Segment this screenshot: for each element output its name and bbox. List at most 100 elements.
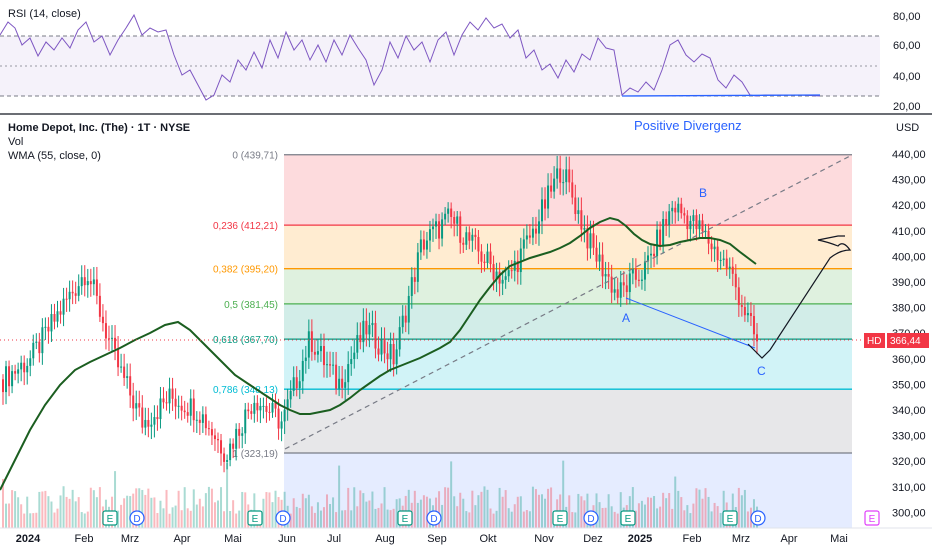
earnings-marker[interactable]	[397, 510, 413, 526]
volume-bar	[59, 495, 62, 528]
candle-body	[177, 405, 180, 407]
candle-body	[389, 343, 392, 360]
earnings-marker[interactable]	[552, 510, 568, 526]
candle-body	[507, 270, 510, 277]
volume-bar	[89, 487, 92, 528]
price-axis[interactable]: USD 440,00 430,00 420,00 410,00 400,00 390,00…	[864, 122, 929, 519]
candle-body	[438, 221, 441, 239]
volume-bar	[383, 487, 386, 528]
rsi-line	[0, 13, 821, 101]
dividend-marker[interactable]	[426, 510, 442, 526]
candle-body	[347, 364, 350, 383]
candle-body	[147, 419, 150, 427]
candle-body	[550, 185, 553, 192]
volume-bar	[56, 508, 59, 528]
volume-bar	[353, 487, 356, 528]
volume-bar	[117, 510, 120, 528]
volume-bar	[313, 512, 316, 528]
volume-bar	[319, 510, 322, 528]
candle-body	[344, 382, 347, 388]
fib-trend-line[interactable]	[284, 154, 853, 450]
volume-bar	[610, 506, 613, 528]
candle-body	[62, 298, 65, 315]
candle-body	[386, 353, 389, 360]
time-axis[interactable]: 2024 Feb Mrz Apr Mai Jun Jul Aug Sep Okt Nov Dez 202…	[16, 533, 848, 545]
time-tick-label: Mrz	[732, 533, 750, 545]
volume-bar	[135, 488, 138, 528]
candle-body	[541, 199, 544, 222]
candle-body	[571, 182, 574, 198]
candle-body	[268, 411, 271, 413]
candle-body	[713, 246, 716, 250]
volume-bar	[338, 465, 341, 528]
rsi-tick-label: 40,00	[893, 71, 921, 83]
candle-body	[138, 403, 141, 408]
candle-body	[410, 277, 413, 296]
future-earnings-marker[interactable]	[864, 510, 880, 526]
volume-bar	[683, 510, 686, 528]
candle-body	[332, 364, 335, 366]
candle-body	[462, 242, 465, 245]
event-markers[interactable]: E E E E E ED D D D D E	[102, 510, 880, 526]
candle-body	[89, 281, 92, 285]
volume-bar	[44, 490, 47, 528]
volume-bar	[419, 499, 422, 528]
candle-body	[183, 410, 186, 413]
fib-zone	[284, 154, 852, 226]
candle-body	[422, 239, 425, 250]
candle-body	[510, 270, 513, 272]
volume-bar	[653, 496, 656, 528]
candle-body	[616, 289, 619, 298]
dividend-marker[interactable]	[583, 510, 599, 526]
volume-bar	[350, 510, 353, 528]
candle-body	[44, 326, 47, 328]
volume-bar	[650, 497, 653, 528]
candle-body	[353, 352, 356, 360]
candle-body	[577, 210, 580, 215]
candle-body	[17, 369, 20, 374]
candle-body	[704, 230, 707, 232]
volume-bar	[356, 506, 359, 528]
candle-body	[41, 327, 44, 354]
earnings-marker[interactable]	[247, 510, 263, 526]
volume-bar	[577, 493, 580, 528]
volume-bar	[450, 461, 453, 528]
volume-bar	[571, 512, 574, 528]
earnings-marker[interactable]	[620, 510, 636, 526]
candle-body	[277, 408, 280, 429]
volume-bar	[465, 511, 468, 528]
earnings-marker[interactable]	[102, 510, 118, 526]
candle-body	[607, 274, 610, 277]
earnings-marker-letter: E	[252, 514, 259, 525]
dividend-marker[interactable]	[750, 510, 766, 526]
volume-bar	[195, 504, 198, 528]
candle-body	[416, 252, 419, 282]
candle-body	[359, 335, 362, 343]
candle-body	[534, 228, 537, 234]
fib-level-label: 0,618 (367,70)	[213, 335, 278, 346]
volume-bar	[537, 494, 540, 528]
earnings-marker[interactable]	[722, 510, 738, 526]
volume-bar	[295, 506, 298, 528]
candle-body	[486, 251, 489, 263]
candle-body	[83, 277, 86, 286]
candle-body	[38, 341, 41, 354]
dividend-marker[interactable]	[129, 510, 145, 526]
projection-arrow[interactable]	[747, 235, 852, 359]
candle-body	[692, 215, 695, 221]
volume-bar	[326, 494, 329, 528]
candle-body	[329, 364, 332, 366]
volume-bar	[740, 495, 743, 528]
dividend-marker[interactable]	[275, 510, 291, 526]
fib-level-label: 0,5 (381,45)	[224, 300, 278, 311]
volume-bar	[595, 493, 598, 528]
candle-body	[111, 337, 114, 339]
candle-body	[253, 402, 256, 414]
volume-bar	[26, 496, 29, 528]
volume-bar	[150, 497, 153, 528]
volume-bar	[156, 513, 159, 528]
candle-body	[601, 254, 604, 277]
fibonacci-retracement[interactable]: 0 (439,71) 0,236 (412,21) 0,382 (395,20) 0,…	[213, 151, 852, 528]
earnings-marker-letter: E	[557, 514, 564, 525]
